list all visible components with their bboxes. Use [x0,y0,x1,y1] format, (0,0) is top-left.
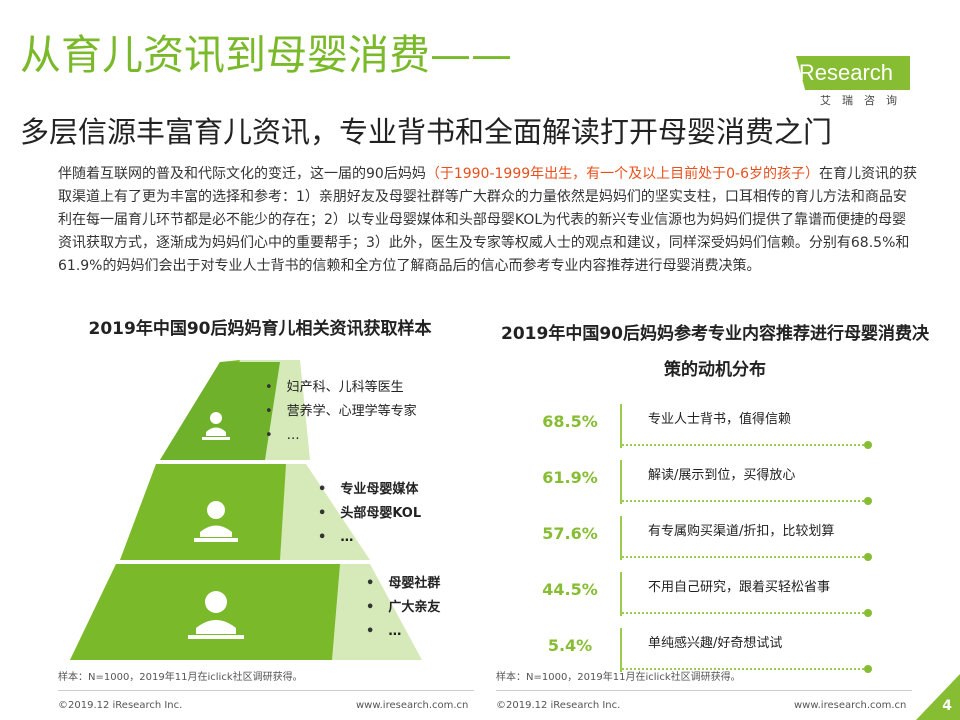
motivation-row: 61.9% 解读/展示到位，买得放心 [530,460,880,518]
row-divider [620,572,622,616]
tier-1-list: 妇产科、儿科等医生 营养学、心理学等专家 … [265,376,417,448]
page-title: 从育儿资讯到母婴消费—— [20,31,512,79]
motivation-label: 解读/展示到位，买得放心 [648,468,796,483]
person-icon [202,412,230,440]
dotted-line [622,444,868,446]
row-divider [620,628,622,672]
list-item: 妇产科、儿科等医生 [265,376,417,400]
tier-3-list: 母婴社群 广大亲友 … [366,572,440,644]
motivation-label: 不用自己研究，跟着买轻松省事 [648,580,831,595]
page-number: 4 [942,698,952,714]
motivation-row: 68.5% 专业人士背书，值得信赖 [530,404,880,462]
motivation-label: 专业人士背书，值得信赖 [648,412,792,427]
row-divider [620,404,622,448]
page-number-badge: 4 [916,674,960,720]
right-chart-title: 2019年中国90后妈妈参考专业内容推荐进行母婴消费决策的动机分布 [501,324,929,380]
percentage-value: 61.9% [542,468,598,487]
left-chart-title: 2019年中国90后妈妈育儿相关资讯获取样本 [88,319,432,339]
pyramid-diagram [70,360,422,660]
page-number-bg [916,674,960,720]
list-item: 营养学、心理学等专家 [265,400,417,424]
end-dot [864,553,872,561]
row-divider [620,460,622,504]
list-item: … [318,526,421,550]
end-dot [864,497,872,505]
logo-brand: iResearch [794,60,894,85]
motivation-label: 单纯感兴趣/好奇想试试 [648,636,783,651]
percentage-value: 44.5% [542,580,598,599]
iresearch-logo: iResearch 艾瑞咨询 [790,48,920,110]
end-dot [864,441,872,449]
intro-text-2: 在育儿资讯的获取渠道上有了更为丰富的选择和参考：1）亲朋好友及母婴社群等广大群众… [58,166,918,274]
tier-2-list: 专业母婴媒体 头部母婴KOL … [318,478,421,550]
motivation-label: 有专属购买渠道/折扣，比较划算 [648,524,835,539]
list-item: 专业母婴媒体 [318,478,421,502]
percentage-value: 68.5% [542,412,598,431]
dotted-line [622,668,868,670]
intro-text-1: 伴随着互联网的普及和代际文化的变迁，这一届的90后妈妈 [58,166,426,182]
intro-paragraph: 伴随着互联网的普及和代际文化的变迁，这一届的90后妈妈（于1990-1999年出… [58,163,918,278]
percentage-value: 57.6% [542,524,598,543]
footer-copyright: ©2019.12 iResearch Inc. [58,700,183,711]
intro-highlight: （于1990-1999年出生，有一个及以上目前处于0-6岁的孩子） [425,166,820,182]
list-item: … [265,424,417,448]
logo-subtitle: 艾瑞咨询 [820,94,908,107]
end-dot [864,665,872,673]
motivation-row: 57.6% 有专属购买渠道/折扣，比较划算 [530,516,880,574]
footer-website: www.iresearch.com.cn [356,700,469,711]
dotted-line [622,556,868,558]
list-item: 母婴社群 [366,572,440,596]
footer-divider [58,690,474,691]
footer-copyright: ©2019.12 iResearch Inc. [496,700,621,711]
list-item: … [366,620,440,644]
footer-website: www.iresearch.com.cn [794,700,907,711]
right-sample-note: 样本：N=1000，2019年11月在iclick社区调研获得。 [496,672,741,683]
percentage-value: 5.4% [547,636,593,655]
end-dot [864,609,872,617]
row-divider [620,516,622,560]
motivation-row: 44.5% 不用自己研究，跟着买轻松省事 [530,572,880,630]
logo-mark [796,56,910,90]
dotted-line [622,500,868,502]
page-subtitle: 多层信源丰富育儿资讯，专业背书和全面解读打开母婴消费之门 [20,115,833,149]
person-icon [188,591,244,639]
list-item: 头部母婴KOL [318,502,421,526]
dotted-line [622,612,868,614]
footer-divider [496,690,912,691]
left-sample-note: 样本：N=1000，2019年11月在iclick社区调研获得。 [58,672,303,683]
person-icon [194,501,238,542]
list-item: 广大亲友 [366,596,440,620]
motivation-row: 5.4% 单纯感兴趣/好奇想试试 [530,628,880,686]
